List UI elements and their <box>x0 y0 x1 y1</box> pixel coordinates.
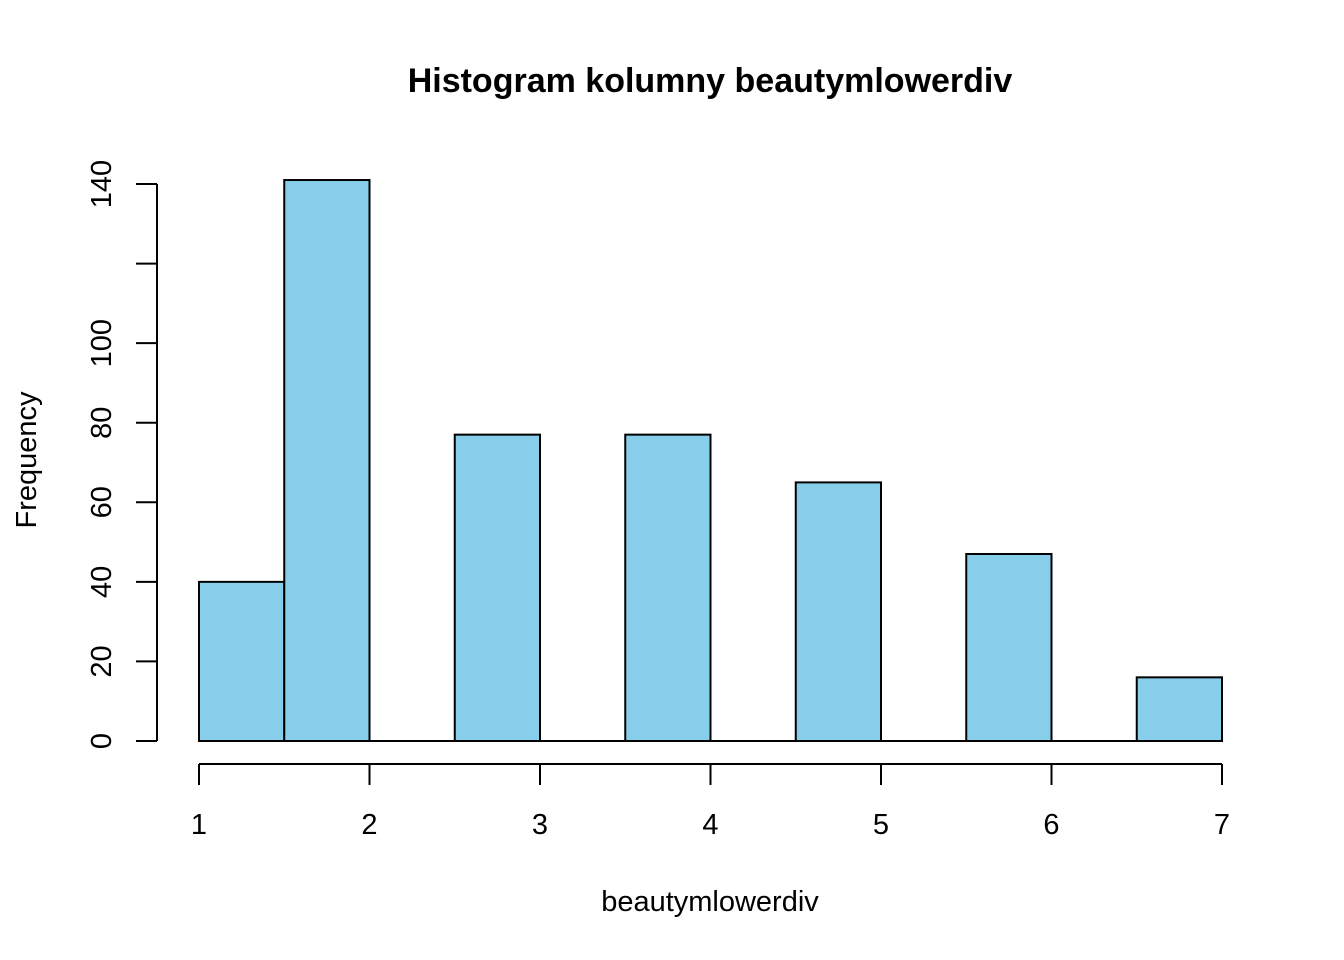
x-tick-label: 2 <box>361 809 377 841</box>
y-axis-label: Frequency <box>11 391 43 529</box>
y-tick-label: 140 <box>86 160 118 208</box>
y-tick-label: 20 <box>86 645 118 677</box>
y-tick-label: 0 <box>86 733 118 749</box>
x-tick-label: 5 <box>873 809 889 841</box>
y-tick-label: 60 <box>86 486 118 518</box>
y-tick-label: 40 <box>86 566 118 598</box>
x-tick-label: 6 <box>1043 809 1059 841</box>
bars-group <box>198 179 1223 742</box>
x-tick-label: 4 <box>702 809 718 841</box>
histogram-bar-4 <box>453 433 541 742</box>
histogram-bar-1 <box>198 580 286 742</box>
x-axis-label: beautymlowerdiv <box>601 886 819 918</box>
x-tick-label: 3 <box>532 809 548 841</box>
y-tick-label: 100 <box>86 319 118 367</box>
histogram-bar-8 <box>794 481 882 742</box>
x-tick-label: 7 <box>1214 809 1230 841</box>
x-tick-label: 1 <box>191 809 207 841</box>
chart-title: Histogram kolumny beautymlowerdiv <box>408 62 1013 100</box>
histogram-bar-12 <box>1135 676 1223 742</box>
histogram-bar-2 <box>283 179 371 742</box>
y-tick-label: 80 <box>86 407 118 439</box>
histogram-bar-6 <box>624 433 712 742</box>
y-axis: 0 20 40 60 80 100 140 <box>86 160 158 749</box>
histogram-bar-10 <box>965 553 1053 742</box>
x-axis: 1 2 3 4 5 6 7 <box>191 763 1230 841</box>
